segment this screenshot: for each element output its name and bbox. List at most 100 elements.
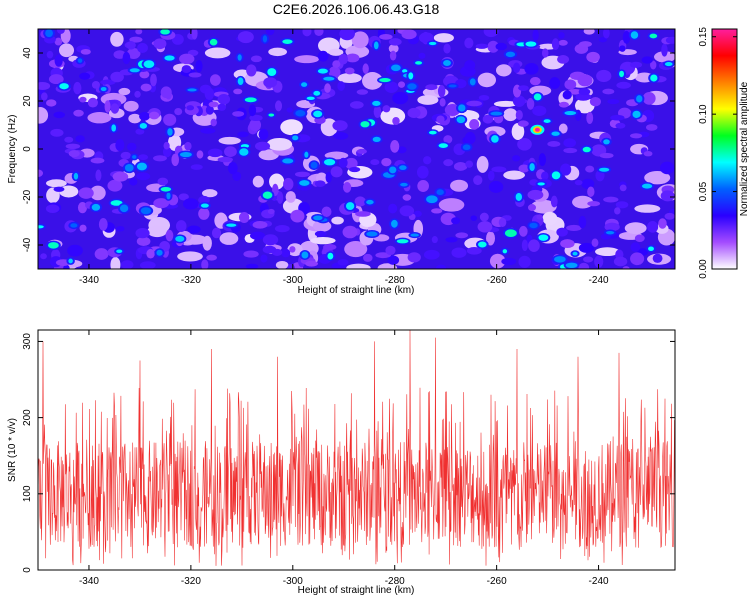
- heatmap-blob: [483, 29, 499, 38]
- heatmap-blob: [615, 201, 629, 209]
- heatmap-blob: [518, 255, 531, 268]
- heatmap-blob: [641, 56, 653, 64]
- heatmap-blob: [87, 97, 98, 108]
- heatmap-low-patch: [58, 43, 75, 58]
- heatmap-blob: [586, 51, 600, 63]
- heatmap-peak: [68, 258, 73, 264]
- heatmap-blob: [45, 204, 60, 214]
- heatmap-blob: [258, 128, 269, 140]
- heatmap-blob: [314, 230, 327, 237]
- heatmap-peak: [399, 165, 407, 171]
- heatmap-blob: [607, 98, 620, 105]
- heatmap-blob: [529, 77, 541, 86]
- heatmap-blob: [585, 165, 595, 173]
- heatmap-low-patch: [312, 220, 332, 232]
- heatmap-blob: [198, 195, 210, 205]
- heatmap-peak: [469, 78, 476, 86]
- heatmap-blob: [354, 196, 366, 207]
- heatmap-blob: [630, 252, 645, 266]
- heatmap-blob: [587, 201, 601, 207]
- heatmap-peak: [345, 202, 355, 211]
- heatmap-peak: [564, 111, 577, 116]
- heatmap-blob: [56, 29, 65, 34]
- heatmap-blob: [163, 141, 170, 150]
- spectrogram-panel: -340 -320 -300 -280 -260 -240 -40 -20 0 20 40 Hei…: [7, 28, 676, 296]
- heatmap-blob: [577, 74, 593, 87]
- heatmap-peak: [428, 41, 437, 46]
- heatmap-peak: [400, 182, 408, 187]
- heatmap-blob: [647, 221, 659, 233]
- heatmap-blob: [541, 171, 549, 181]
- heatmap-blob: [276, 191, 284, 204]
- heatmap-blob: [98, 218, 108, 231]
- heatmap-peak: [490, 111, 503, 116]
- heatmap-blob: [465, 160, 474, 168]
- heatmap-low-patch: [595, 247, 620, 257]
- heatmap-blob: [126, 48, 141, 60]
- heatmap-blob: [181, 65, 192, 74]
- heatmap-peak: [47, 242, 59, 249]
- heatmap-blob: [413, 210, 422, 217]
- heatmap-blob: [208, 101, 219, 108]
- heatmap-blob: [100, 79, 116, 86]
- heatmap-peak: [136, 162, 147, 171]
- heatmap-blob: [384, 81, 399, 93]
- heatmap-blob: [423, 156, 432, 165]
- heatmap-low-patch: [503, 108, 518, 122]
- heatmap-peak: [458, 104, 466, 112]
- heatmap-peak: [426, 195, 438, 204]
- heatmap-blob: [574, 179, 583, 186]
- heatmap-blob: [281, 248, 291, 258]
- heatmap-blob: [602, 88, 615, 95]
- snr-y-tick-label: 100: [22, 485, 33, 502]
- heatmap-blob: [302, 29, 312, 37]
- heatmap-low-patch: [417, 95, 439, 105]
- heatmap-peak: [533, 93, 542, 101]
- heatmap-peak: [313, 215, 323, 221]
- heatmap-blob: [207, 148, 223, 158]
- heatmap-low-patch: [572, 195, 594, 209]
- heatmap-peak: [132, 155, 137, 159]
- heatmap-blob: [249, 114, 263, 122]
- heatmap-low-patch: [493, 100, 518, 107]
- heatmap-blob: [344, 67, 355, 75]
- heatmap-blob: [469, 118, 480, 130]
- snr-panel: -340 -320 -300 -280 -260 -240 0 100 200 300 Heig…: [7, 329, 676, 596]
- heatmap-blob: [591, 238, 599, 248]
- spectrogram-heatmap: [38, 29, 675, 269]
- heatmap-blob: [566, 224, 582, 231]
- heatmap-blob: [362, 63, 369, 74]
- spectrogram-y-tick-label: 0: [22, 146, 33, 152]
- heatmap-peak: [140, 207, 152, 215]
- heatmap-blob: [337, 81, 345, 91]
- heatmap-blob: [487, 40, 499, 53]
- heatmap-blob: [453, 162, 468, 171]
- heatmap-blob: [556, 227, 568, 237]
- heatmap-blob: [550, 195, 558, 208]
- heatmap-blob: [614, 207, 621, 215]
- heatmap-peak: [402, 69, 408, 73]
- heatmap-blob: [527, 189, 544, 200]
- colorbar-tick-label: 0.15: [698, 27, 709, 47]
- heatmap-blob: [464, 37, 474, 49]
- snr-x-tick-label: -320: [181, 576, 201, 587]
- heatmap-peak: [551, 171, 561, 180]
- spectrogram-y-label: Frequency (Hz): [7, 115, 18, 184]
- heatmap-low-patch: [294, 55, 320, 64]
- heatmap-blob: [275, 100, 283, 112]
- snr-y-tick-label: 200: [22, 409, 33, 426]
- heatmap-blob: [38, 169, 44, 178]
- heatmap-low-patch: [280, 119, 303, 136]
- heatmap-blob: [250, 55, 262, 63]
- heatmap-blob: [211, 227, 222, 239]
- heatmap-blob: [541, 48, 549, 58]
- spectrogram-y-tick-label: -20: [22, 189, 33, 204]
- heatmap-blob: [188, 72, 202, 78]
- heatmap-blob: [139, 111, 150, 121]
- heatmap-peak: [572, 251, 578, 256]
- heatmap-blob: [252, 221, 268, 229]
- heatmap-blob: [190, 164, 203, 170]
- heatmap-peak: [327, 252, 334, 260]
- heatmap-blob: [116, 225, 125, 232]
- heatmap-peak: [554, 256, 566, 263]
